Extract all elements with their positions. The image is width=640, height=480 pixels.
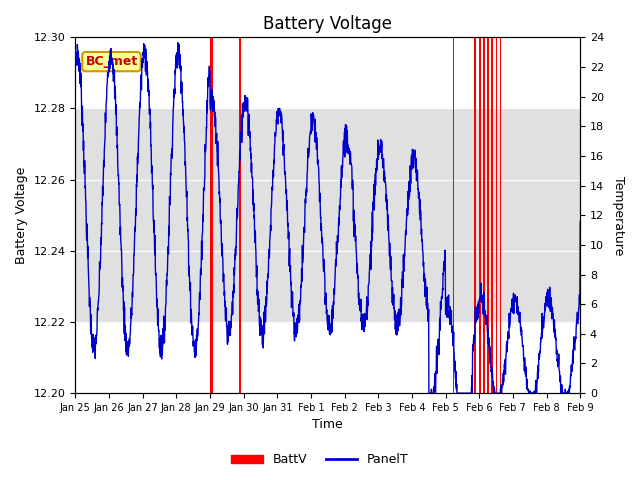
Text: BC_met: BC_met <box>85 55 138 68</box>
Bar <box>76 108 580 322</box>
Bar <box>474 37 476 393</box>
X-axis label: Time: Time <box>312 419 343 432</box>
Bar <box>496 37 497 393</box>
Bar <box>483 37 484 393</box>
Bar <box>500 37 501 393</box>
Legend: BattV, PanelT: BattV, PanelT <box>227 448 413 471</box>
Title: Battery Voltage: Battery Voltage <box>263 15 392 33</box>
Y-axis label: Temperature: Temperature <box>612 176 625 255</box>
Bar <box>239 37 241 393</box>
Bar <box>210 37 212 393</box>
Bar <box>479 37 481 393</box>
Bar <box>492 37 493 393</box>
Bar <box>487 37 488 393</box>
Bar <box>453 37 454 393</box>
Y-axis label: Battery Voltage: Battery Voltage <box>15 167 28 264</box>
